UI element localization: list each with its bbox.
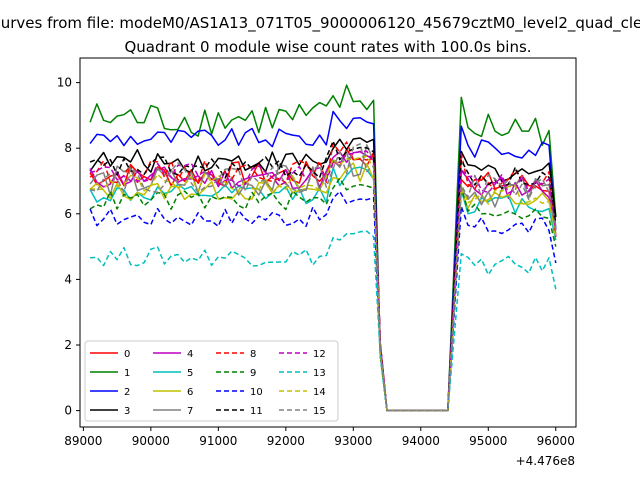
x-axis: 89000 90000 91000 92000 93000 94000 95000 96000 (64, 427, 575, 448)
legend-label-14: 14 (313, 387, 326, 398)
plot-title: Quadrant 0 module wise count rates with … (124, 38, 531, 56)
x-offset-label: +4.476e8 (516, 454, 575, 468)
legend-label-15: 15 (313, 406, 326, 417)
y-tick-label: 2 (64, 338, 72, 352)
series-line-13 (90, 230, 557, 412)
legend-box (84, 340, 339, 422)
legend-label-2: 2 (124, 387, 130, 398)
series-line-12 (89, 150, 557, 412)
series-line-1 (89, 84, 557, 412)
legend-label-8: 8 (250, 349, 256, 360)
legend-label-13: 13 (313, 368, 326, 379)
series-line-2 (89, 110, 557, 412)
plot-area (89, 84, 557, 412)
y-tick-label: 4 (64, 272, 72, 286)
legend-label-11: 11 (250, 406, 263, 417)
series-line-15 (89, 143, 557, 412)
series-line-8 (89, 141, 557, 412)
legend-label-12: 12 (313, 349, 326, 360)
y-tick-label: 6 (64, 207, 72, 221)
legend-label-1: 1 (124, 368, 130, 379)
series-line-10 (89, 190, 557, 412)
legend-label-9: 9 (250, 368, 256, 379)
series-line-9 (89, 177, 557, 412)
y-axis: 0 2 4 6 8 10 (57, 76, 80, 418)
x-tick-label: 91000 (199, 434, 237, 448)
legend-label-0: 0 (124, 349, 130, 360)
x-tick-label: 92000 (267, 434, 305, 448)
plot-frame (79, 57, 577, 428)
legend-label-10: 10 (250, 387, 263, 398)
legend-label-4: 4 (187, 349, 193, 360)
series-line-11 (89, 140, 557, 412)
x-tick-label: 90000 (132, 434, 170, 448)
x-tick-label: 94000 (402, 434, 440, 448)
y-tick-label: 10 (57, 76, 72, 90)
x-tick-label: 95000 (469, 434, 507, 448)
y-tick-label: 8 (64, 141, 72, 155)
legend-label-6: 6 (187, 387, 193, 398)
figure-suptitle: Light curves from file: modeM0/AS1A13_07… (0, 14, 640, 33)
legend-label-7: 7 (187, 406, 193, 417)
x-tick-label: 93000 (334, 434, 372, 448)
legend-label-3: 3 (124, 406, 130, 417)
x-tick-label: 96000 (537, 434, 575, 448)
y-tick-label: 0 (64, 404, 72, 418)
x-tick-label: 89000 (64, 434, 102, 448)
legend-label-5: 5 (187, 368, 193, 379)
